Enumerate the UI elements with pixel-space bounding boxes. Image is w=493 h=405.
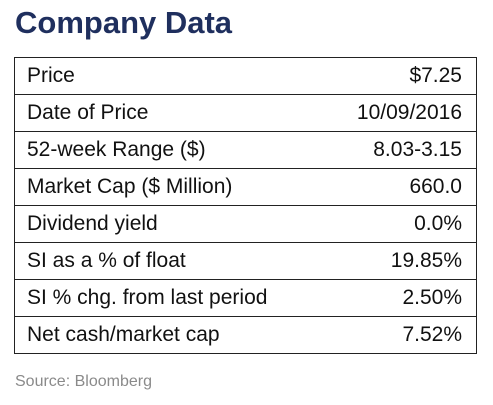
row-value-si-float: 19.85% bbox=[314, 242, 477, 280]
company-data-table: Price $7.25 Date of Price 10/09/2016 52-… bbox=[14, 57, 477, 354]
row-value-price: $7.25 bbox=[314, 57, 477, 95]
row-label-date-of-price: Date of Price bbox=[14, 94, 315, 132]
row-value-net-cash: 7.52% bbox=[314, 316, 477, 354]
table-row-date-of-price: Date of Price 10/09/2016 bbox=[14, 94, 477, 132]
source-note: Source: Bloomberg bbox=[15, 373, 152, 390]
row-label-si-float: SI as a % of float bbox=[14, 242, 315, 280]
table-row-market-cap: Market Cap ($ Million) 660.0 bbox=[14, 168, 477, 206]
row-label-52-week-range: 52-week Range ($) bbox=[14, 131, 315, 169]
row-value-dividend-yield: 0.0% bbox=[314, 205, 477, 243]
row-label-price: Price bbox=[14, 57, 315, 95]
row-label-dividend-yield: Dividend yield bbox=[14, 205, 315, 243]
row-value-si-change: 2.50% bbox=[314, 279, 477, 317]
row-value-52-week-range: 8.03-3.15 bbox=[314, 131, 477, 169]
table-row-dividend-yield: Dividend yield 0.0% bbox=[14, 205, 477, 243]
row-label-net-cash: Net cash/market cap bbox=[14, 316, 315, 354]
page-title: Company Data bbox=[15, 5, 233, 40]
table-row-price: Price $7.25 bbox=[14, 57, 477, 95]
row-label-si-change: SI % chg. from last period bbox=[14, 279, 315, 317]
row-label-market-cap: Market Cap ($ Million) bbox=[14, 168, 315, 206]
table-row-net-cash: Net cash/market cap 7.52% bbox=[14, 316, 477, 354]
table-row-52-week-range: 52-week Range ($) 8.03-3.15 bbox=[14, 131, 477, 169]
table-row-si-float: SI as a % of float 19.85% bbox=[14, 242, 477, 280]
row-value-date-of-price: 10/09/2016 bbox=[314, 94, 477, 132]
table-row-si-change: SI % chg. from last period 2.50% bbox=[14, 279, 477, 317]
row-value-market-cap: 660.0 bbox=[314, 168, 477, 206]
